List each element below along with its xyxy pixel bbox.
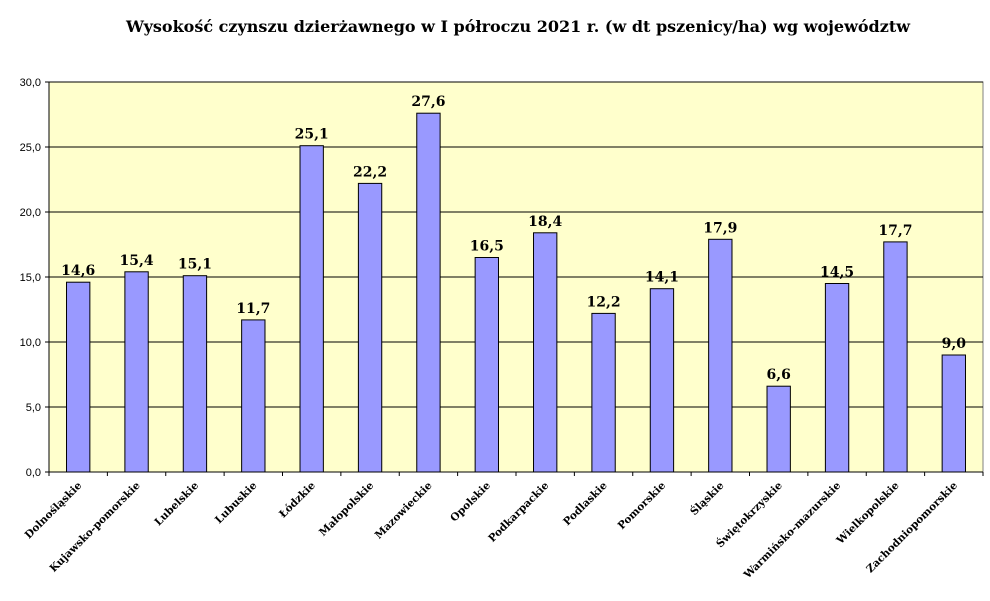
- data-label: 6,6: [767, 367, 791, 383]
- data-label: 27,6: [411, 94, 445, 110]
- x-tick-label: Śląskie: [687, 478, 727, 518]
- bar: [824, 283, 850, 473]
- x-tick-label: Wielkopolskie: [834, 479, 902, 547]
- x-tick-label: Mazowieckie: [373, 479, 435, 541]
- data-label: 25,1: [295, 127, 329, 143]
- x-tick-label: Małopolskie: [317, 479, 376, 538]
- x-tick-label: Opolskie: [448, 479, 493, 524]
- data-label: 11,7: [236, 301, 270, 317]
- bar: [941, 354, 966, 473]
- bar: [766, 385, 791, 473]
- data-label: 9,0: [942, 336, 967, 352]
- bar: [241, 319, 266, 473]
- bar: [883, 241, 908, 473]
- bar: [708, 238, 733, 473]
- data-label: 17,9: [703, 220, 737, 236]
- x-tick-label: Podkarpackie: [486, 479, 551, 544]
- data-label: 18,4: [528, 214, 562, 230]
- y-tick-label: 5,0: [26, 402, 41, 414]
- x-tick-label: Łódzkie: [277, 479, 318, 520]
- data-label: 14,6: [61, 263, 95, 279]
- data-label: 16,5: [470, 239, 504, 255]
- bar: [416, 112, 441, 473]
- data-label: 14,1: [645, 270, 679, 286]
- y-tick-label: 15,0: [20, 272, 41, 284]
- data-label: 15,4: [120, 253, 154, 269]
- x-tick-label: Lubelskie: [152, 479, 201, 528]
- bar: [182, 275, 208, 473]
- bar: [474, 257, 499, 473]
- y-tick-label: 10,0: [20, 337, 41, 349]
- y-tick-label: 20,0: [20, 207, 41, 219]
- x-tick-label: Podlaskie: [561, 479, 610, 528]
- plot-area: 0,0 5,0 10,0 15,0 20,0 25,0 30,0 14,6 Dolnośląsk…: [20, 77, 984, 582]
- y-tick-label: 0,0: [26, 467, 41, 479]
- x-tick-label: Lubuskie: [213, 479, 260, 526]
- data-label: 12,2: [587, 294, 621, 310]
- bar: [533, 232, 558, 473]
- bar: [649, 288, 675, 473]
- y-tick-label: 30,0: [20, 77, 41, 89]
- data-label: 22,2: [353, 164, 387, 180]
- bar: [124, 271, 149, 473]
- data-label: 14,5: [820, 265, 854, 281]
- x-tick-label: Pomorskie: [616, 479, 669, 532]
- bar: [357, 182, 383, 473]
- bar: [591, 312, 616, 473]
- y-tick-label: 25,0: [20, 142, 41, 154]
- data-label: 17,7: [878, 223, 912, 239]
- x-tick-label: Dolnośląskie: [23, 479, 85, 541]
- bar: [66, 281, 91, 473]
- data-label: 15,1: [178, 257, 212, 273]
- bar: [299, 145, 324, 473]
- chart-title: Wysokość czynszu dzierżawnego w I półroc…: [125, 17, 911, 36]
- x-tick-label: Warmińsko-mazurskie: [741, 479, 843, 581]
